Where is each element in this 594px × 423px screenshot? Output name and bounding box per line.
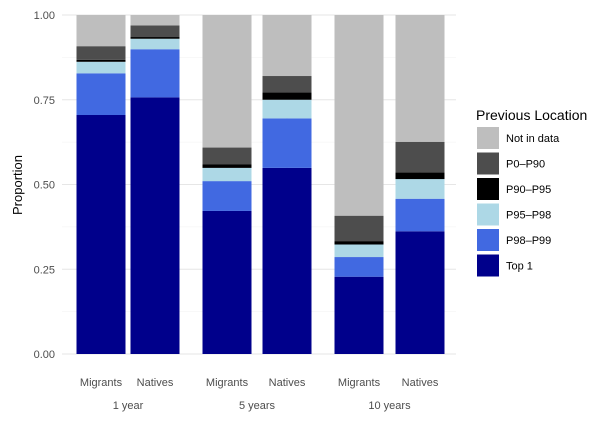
bar-segment-p0-p90	[395, 141, 445, 173]
bar-segment-p95-p98	[334, 244, 384, 258]
y-tick-label: 0.25	[34, 264, 55, 276]
x-tick-label: Natives	[402, 377, 439, 389]
y-axis: 0.00 0.25 0.50 0.75 1.00	[34, 10, 55, 361]
y-tick-label: 1.00	[34, 10, 55, 22]
legend-label: P98–P99	[506, 235, 551, 247]
legend-item: P90–P95	[477, 178, 551, 200]
legend-key	[477, 127, 499, 149]
bar-segment-p95-p98	[76, 61, 126, 74]
y-tick-label: 0.00	[34, 349, 55, 361]
x-group-label: 1 year	[113, 400, 144, 412]
bar-stack	[76, 15, 126, 354]
x-group-label: 5 years	[239, 400, 276, 412]
bar-segment-p98-p99	[202, 181, 252, 211]
legend-label: P90–P95	[506, 184, 551, 196]
x-group-label: 10 years	[368, 400, 411, 412]
bar-segment-top-1	[395, 231, 445, 354]
legend-key	[477, 229, 499, 251]
y-tick-label: 0.50	[34, 180, 55, 192]
bar-stack	[395, 15, 445, 354]
bar-segment-not-in-data	[262, 15, 312, 77]
bar-segment-p98-p99	[76, 73, 126, 116]
legend-key	[477, 152, 499, 175]
legend-item: P98–P99	[477, 229, 551, 251]
bar-segment-p95-p98	[202, 167, 252, 182]
bar-segment-p98-p99	[262, 118, 312, 168]
legend-title: Previous Location	[476, 107, 587, 123]
bar-stack	[262, 15, 312, 354]
legend-key	[477, 178, 499, 200]
legend-label: P95–P98	[506, 210, 551, 222]
bar-segment-p95-p98	[130, 38, 180, 50]
bar-segment-p90-p95	[334, 241, 384, 245]
bar-stack	[202, 15, 252, 354]
legend-label: P0–P90	[506, 159, 545, 171]
bar-segment-not-in-data	[130, 15, 180, 26]
x-axis: Migrants Natives Migrants Natives Migrants Na…	[80, 377, 439, 412]
bar-segment-top-1	[130, 97, 180, 354]
bar-segment-p95-p98	[395, 179, 445, 199]
legend-item: Top 1	[477, 254, 533, 277]
bar-segment-top-1	[262, 167, 312, 354]
y-axis-title: Proportion	[10, 155, 25, 215]
bar-segment-p0-p90	[262, 76, 312, 93]
bar-segment-p90-p95	[262, 92, 312, 100]
bar-segment-p0-p90	[130, 25, 180, 38]
bar-segment-p90-p95	[130, 37, 180, 39]
legend-item: P95–P98	[477, 203, 551, 226]
bar-segment-p98-p99	[130, 49, 180, 98]
bar-segment-not-in-data	[395, 15, 445, 142]
bar-segment-p0-p90	[202, 147, 252, 165]
bar-stacks	[76, 15, 445, 354]
bar-segment-not-in-data	[76, 15, 126, 47]
x-tick-label: Migrants	[338, 377, 381, 389]
x-tick-label: Natives	[137, 377, 174, 389]
bar-segment-p98-p99	[395, 198, 445, 232]
bar-segment-top-1	[76, 115, 126, 354]
legend: Previous Location Not in data P0–P90 P90–P…	[476, 107, 587, 277]
bar-segment-p90-p95	[76, 59, 126, 62]
bar-segment-p90-p95	[395, 172, 445, 180]
bar-stack	[130, 15, 180, 354]
bar-stack	[334, 15, 384, 354]
legend-label: Top 1	[506, 261, 533, 273]
legend-label: Not in data	[506, 133, 560, 145]
bar-segment-top-1	[202, 210, 252, 354]
bar-segment-not-in-data	[202, 15, 252, 148]
x-tick-label: Migrants	[80, 377, 123, 389]
legend-item: Not in data	[477, 127, 560, 149]
bar-segment-p0-p90	[334, 215, 384, 242]
bar-segment-p0-p90	[76, 46, 126, 60]
y-tick-label: 0.75	[34, 95, 55, 107]
bar-segment-top-1	[334, 276, 384, 354]
legend-item: P0–P90	[477, 152, 545, 175]
legend-key	[477, 203, 499, 226]
x-tick-label: Migrants	[206, 377, 249, 389]
x-tick-label: Natives	[269, 377, 306, 389]
bar-segment-p90-p95	[202, 164, 252, 168]
bar-segment-p95-p98	[262, 99, 312, 119]
bar-segment-p98-p99	[334, 257, 384, 277]
bar-segment-not-in-data	[334, 15, 384, 216]
legend-key	[477, 254, 499, 277]
